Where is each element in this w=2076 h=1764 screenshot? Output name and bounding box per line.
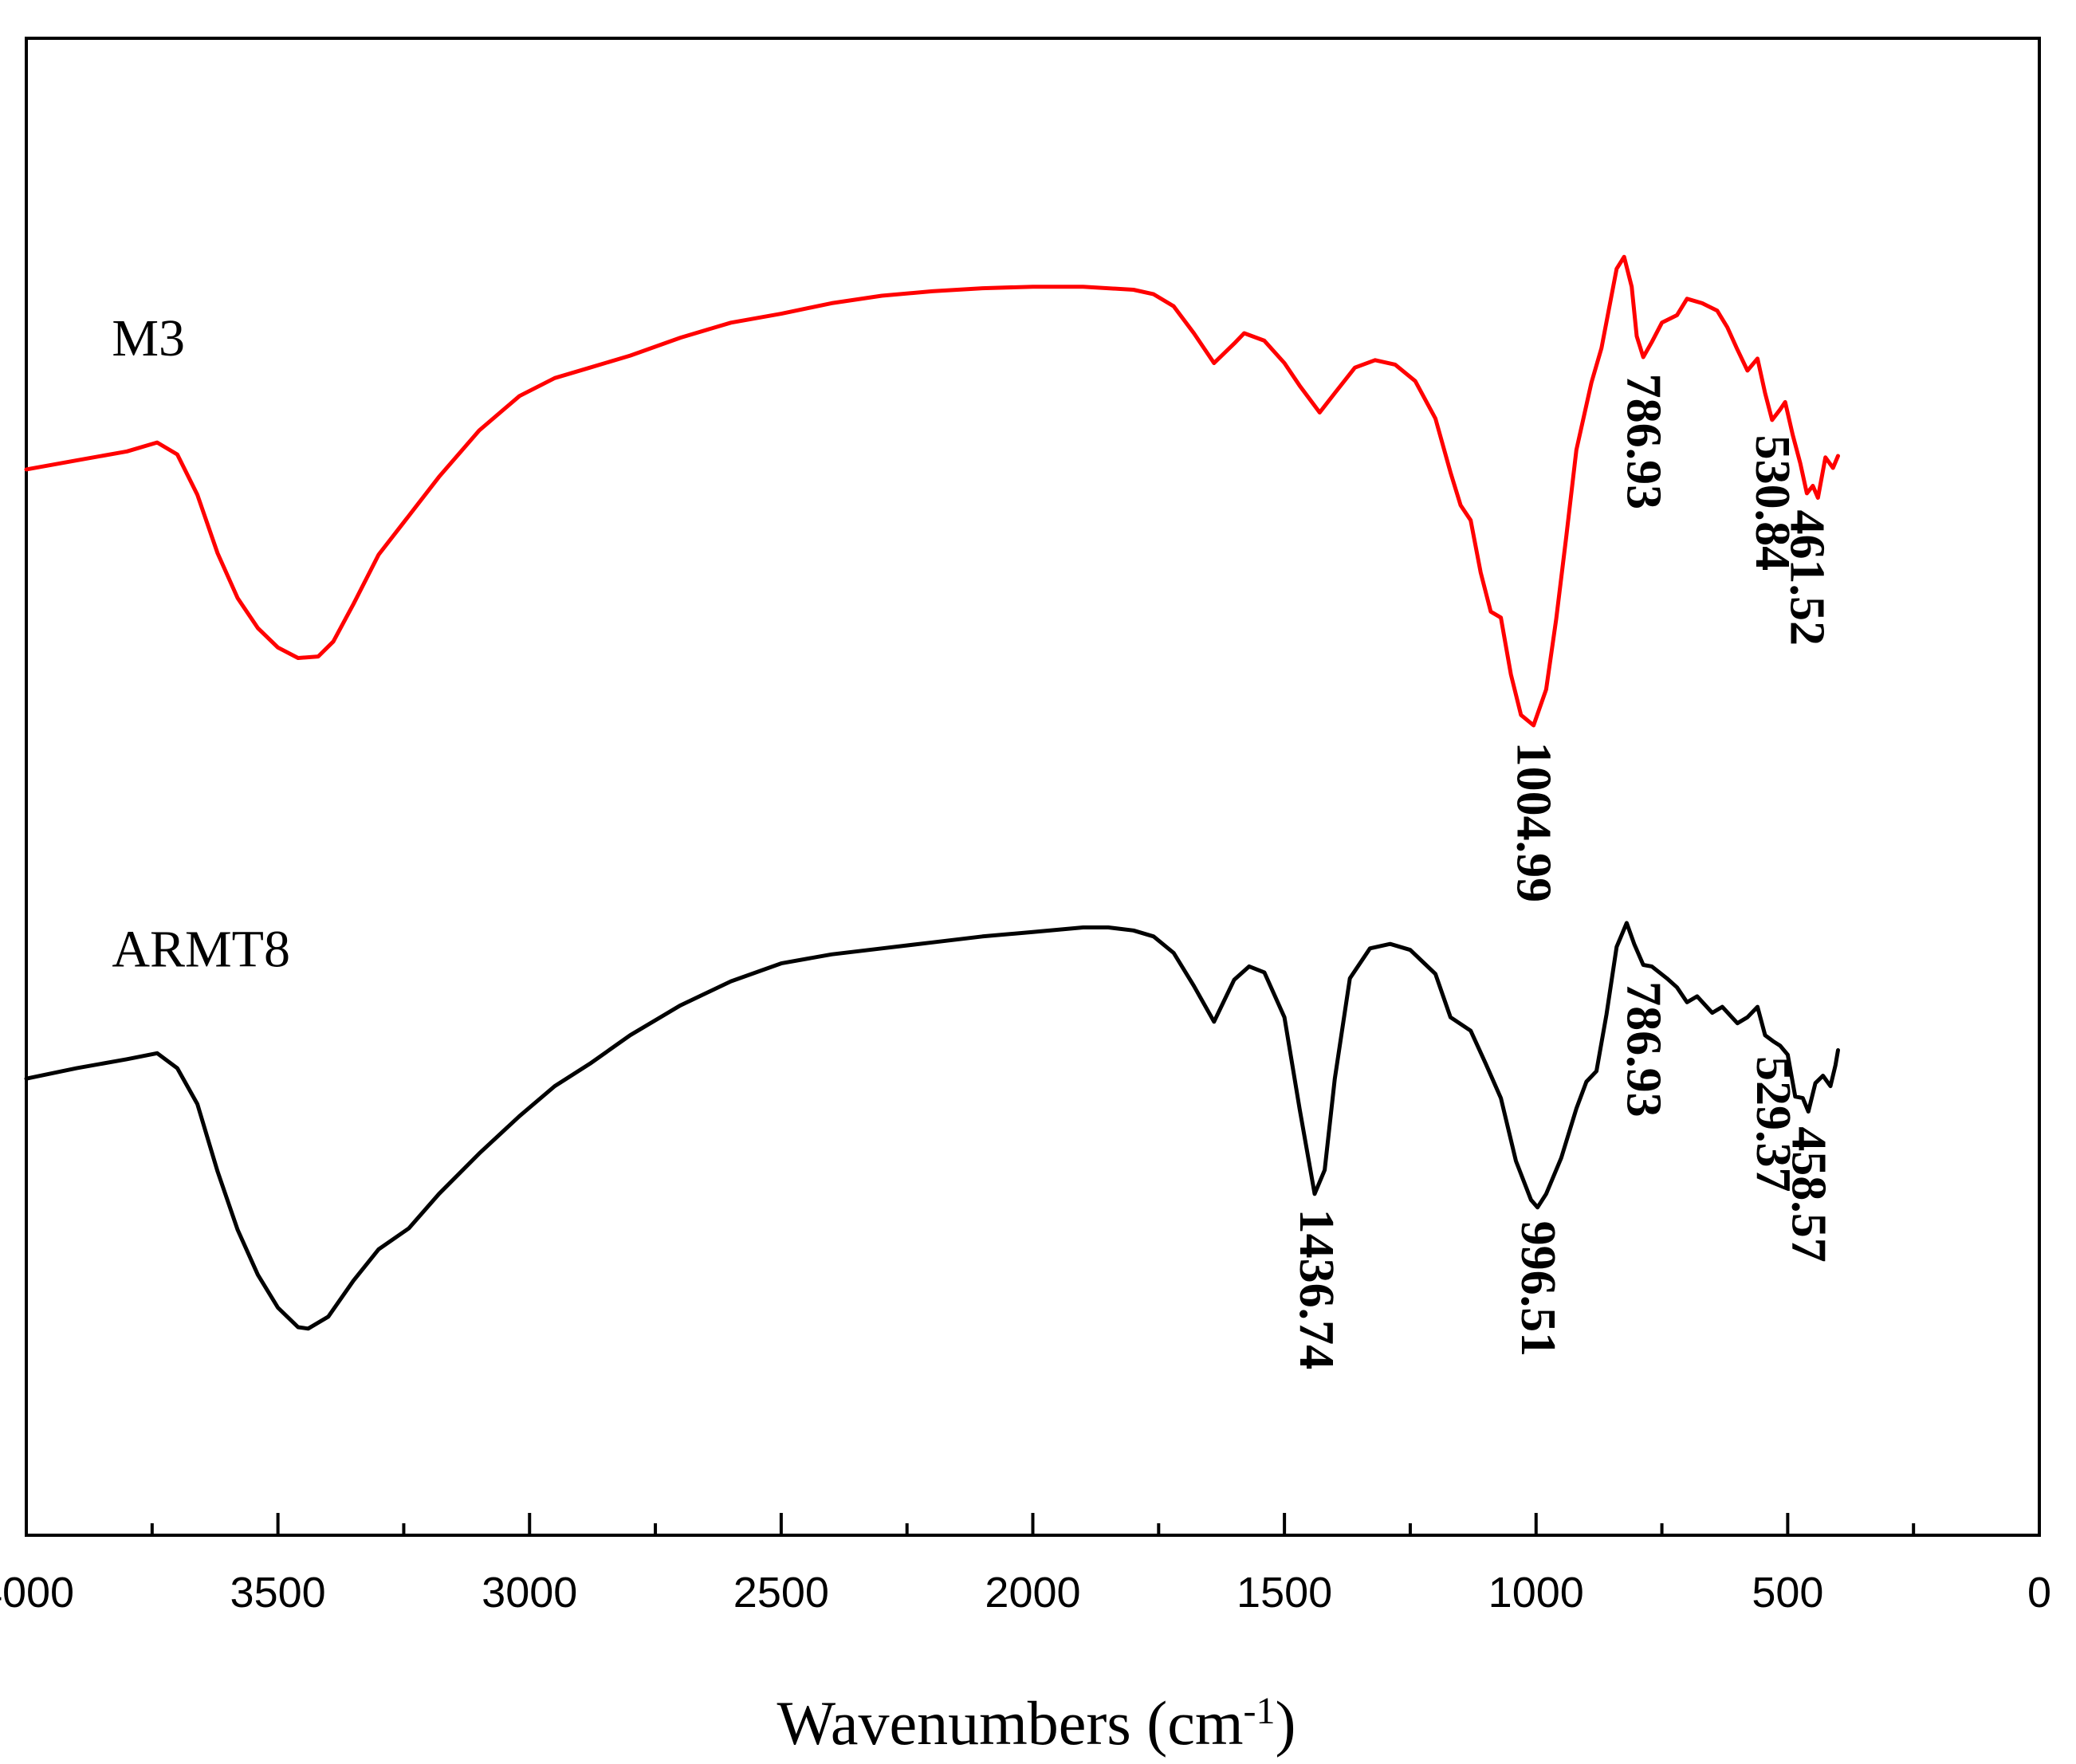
x-tick-label: 1000 xyxy=(1488,1569,1584,1617)
peak-label: 530.84 xyxy=(1745,435,1799,572)
x-axis-ticks: 4000 3500 3000 2500 2000 1500 1000 500 0 xyxy=(0,1513,2051,1617)
series-labels: M3 ARMT8 xyxy=(112,309,290,978)
x-axis-title: Wavenumbers (cm-1) xyxy=(777,1688,1296,1758)
series-line-armt8 xyxy=(24,921,1840,1331)
x-tick-label: 2500 xyxy=(733,1569,829,1617)
x-tick-label: 500 xyxy=(1752,1569,1823,1617)
x-tick-label: 1500 xyxy=(1237,1569,1332,1617)
x-tick-label: 4000 xyxy=(0,1569,74,1617)
x-axis-title-close: ) xyxy=(1276,1688,1296,1758)
series-label-m3: M3 xyxy=(112,309,185,367)
peak-label: 786.93 xyxy=(1616,981,1670,1118)
peak-label: 458.57 xyxy=(1782,1126,1836,1263)
peak-label: 529.37 xyxy=(1746,1056,1800,1192)
peak-label: 1436.74 xyxy=(1289,1209,1343,1370)
series-line-m3 xyxy=(24,254,1840,728)
peak-label: 1004.99 xyxy=(1507,742,1561,902)
peak-label: 996.51 xyxy=(1511,1221,1565,1357)
plot-frame xyxy=(25,37,2041,1537)
series-layer xyxy=(24,254,1840,1331)
x-axis-title-sup: -1 xyxy=(1244,1690,1276,1732)
x-axis-title-main: Wavenumbers (cm xyxy=(777,1688,1244,1758)
x-tick-label: 2000 xyxy=(985,1569,1080,1617)
peak-label: 461.52 xyxy=(1780,510,1834,646)
x-tick-label: 0 xyxy=(2027,1569,2051,1617)
x-tick-label: 3500 xyxy=(230,1569,326,1617)
peak-label: 786.93 xyxy=(1616,374,1670,510)
series-label-armt8: ARMT8 xyxy=(112,920,290,978)
x-tick-label: 3000 xyxy=(482,1569,577,1617)
